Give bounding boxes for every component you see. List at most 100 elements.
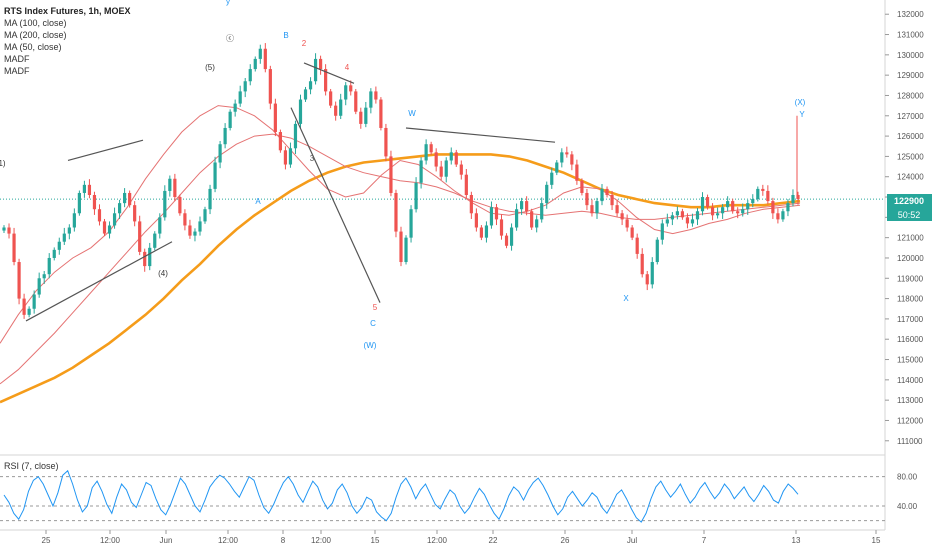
candle-body — [771, 201, 775, 214]
candle-body — [404, 237, 408, 263]
candle-body — [479, 227, 484, 238]
candle-body — [605, 188, 609, 195]
wave-label: (W) — [364, 341, 377, 350]
wave-label: 2 — [302, 39, 307, 48]
rsi-line — [3, 469, 799, 523]
candle-body — [464, 174, 468, 195]
candle-body — [434, 152, 438, 167]
candle-body — [776, 213, 780, 220]
candle-body — [695, 211, 700, 220]
candle-body — [52, 249, 56, 258]
candle-body — [565, 152, 569, 155]
candle-body — [615, 205, 619, 214]
candle-body — [218, 144, 222, 163]
candle-body — [389, 156, 393, 193]
candle-body — [710, 207, 715, 216]
candle-body — [123, 192, 127, 204]
candle-body — [575, 164, 579, 181]
last-price-badge — [887, 194, 932, 208]
candle-body — [680, 211, 685, 218]
moving-average-line — [0, 133, 801, 385]
candle-body — [283, 150, 288, 165]
candle-body — [645, 274, 649, 285]
candle-body — [324, 69, 328, 92]
candle-body — [384, 127, 388, 157]
candle-body — [590, 205, 594, 214]
candle-body — [414, 182, 418, 210]
candle-body — [555, 162, 559, 173]
candle-body — [7, 227, 11, 234]
price-tick-label: 120000 — [897, 254, 924, 263]
candle-body — [188, 225, 192, 236]
price-tick-label: 113000 — [897, 396, 924, 405]
candle-body — [540, 203, 544, 220]
candle-body — [625, 219, 629, 228]
wave-label: C — [370, 319, 376, 328]
time-tick-label: Jul — [627, 536, 637, 545]
candle-body — [117, 203, 122, 214]
candle-body — [92, 195, 97, 210]
price-tick-label: 124000 — [897, 173, 924, 182]
candle-body — [454, 152, 458, 165]
candle-body — [198, 221, 202, 232]
candle-body — [359, 111, 363, 124]
candle-body — [520, 201, 524, 210]
candle-body — [700, 197, 705, 212]
candle-body — [248, 69, 252, 82]
candle-body — [298, 99, 303, 124]
wave-label: (4) — [158, 269, 168, 278]
chart-symbol-title: RTS Index Futures, 1h, MOEX — [4, 6, 131, 16]
candle-body — [525, 201, 529, 212]
candle-body — [655, 239, 659, 263]
candle-body — [354, 91, 358, 112]
candle-body — [504, 235, 509, 246]
price-tick-label: 114000 — [897, 376, 924, 385]
candle-body — [27, 308, 31, 315]
candle-body — [308, 81, 313, 90]
candle-body — [178, 197, 182, 214]
candle-body — [158, 217, 162, 234]
candle-body — [469, 195, 473, 214]
candle-body — [635, 237, 639, 254]
candle-body — [474, 213, 478, 228]
time-tick-label: 25 — [42, 536, 51, 545]
candle-body — [72, 213, 76, 228]
candle-body — [22, 298, 26, 315]
candle-body — [208, 188, 212, 210]
candle-body — [32, 294, 36, 309]
candle-body — [439, 166, 443, 177]
candle-body — [429, 144, 433, 153]
rsi-tick-label: 40.00 — [897, 502, 918, 511]
candle-body — [499, 219, 504, 236]
candle-body — [273, 103, 277, 133]
candle-body — [258, 48, 262, 59]
candle-body — [203, 209, 207, 222]
time-tick-label: 15 — [872, 536, 881, 545]
candle-body — [369, 91, 373, 108]
wave-label: 1) — [0, 159, 6, 168]
candle-body — [761, 188, 765, 191]
candle-body — [213, 162, 217, 189]
candle-body — [620, 213, 624, 220]
time-tick-label: 22 — [489, 536, 498, 545]
time-tick-label: 12:00 — [427, 536, 448, 545]
candle-body — [228, 111, 232, 128]
candle-body — [183, 213, 187, 226]
candle-body — [781, 211, 785, 220]
candle-body — [449, 152, 453, 161]
candle-body — [796, 195, 800, 200]
candle-body — [334, 105, 338, 116]
candle-body — [42, 274, 46, 279]
rsi-legend: RSI (7, close) — [4, 461, 59, 471]
candle-body — [424, 144, 428, 161]
time-tick-label: 12:00 — [218, 536, 239, 545]
wave-label: A — [255, 197, 261, 206]
candle-body — [736, 211, 740, 214]
candle-body — [650, 262, 654, 285]
price-tick-label: 126000 — [897, 132, 924, 141]
wave-label: (X) — [795, 98, 806, 107]
wave-label: B — [283, 31, 288, 40]
candle-body — [731, 201, 735, 212]
